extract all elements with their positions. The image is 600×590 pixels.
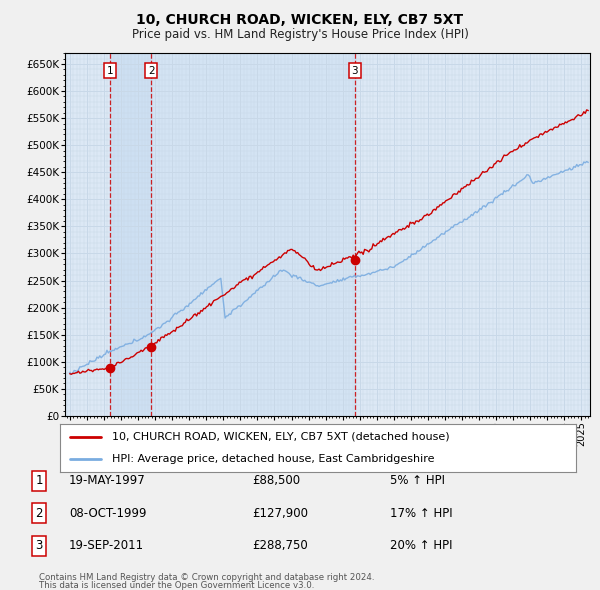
Text: 3: 3 — [352, 66, 358, 76]
Text: 10, CHURCH ROAD, WICKEN, ELY, CB7 5XT (detached house): 10, CHURCH ROAD, WICKEN, ELY, CB7 5XT (d… — [112, 432, 449, 442]
Text: HPI: Average price, detached house, East Cambridgeshire: HPI: Average price, detached house, East… — [112, 454, 434, 464]
Text: £88,500: £88,500 — [252, 474, 300, 487]
Text: 19-MAY-1997: 19-MAY-1997 — [69, 474, 146, 487]
Text: 2: 2 — [35, 507, 43, 520]
Text: 10, CHURCH ROAD, WICKEN, ELY, CB7 5XT: 10, CHURCH ROAD, WICKEN, ELY, CB7 5XT — [136, 13, 464, 27]
Text: Price paid vs. HM Land Registry's House Price Index (HPI): Price paid vs. HM Land Registry's House … — [131, 28, 469, 41]
Text: 5% ↑ HPI: 5% ↑ HPI — [390, 474, 445, 487]
Text: 08-OCT-1999: 08-OCT-1999 — [69, 507, 146, 520]
Bar — [110, 53, 151, 416]
Text: This data is licensed under the Open Government Licence v3.0.: This data is licensed under the Open Gov… — [39, 581, 314, 590]
Text: 3: 3 — [35, 539, 43, 552]
Text: 19-SEP-2011: 19-SEP-2011 — [69, 539, 144, 552]
Text: 1: 1 — [35, 474, 43, 487]
Text: £288,750: £288,750 — [252, 539, 308, 552]
Text: Contains HM Land Registry data © Crown copyright and database right 2024.: Contains HM Land Registry data © Crown c… — [39, 572, 374, 582]
Text: £127,900: £127,900 — [252, 507, 308, 520]
Text: 20% ↑ HPI: 20% ↑ HPI — [390, 539, 452, 552]
Text: 2: 2 — [148, 66, 155, 76]
Bar — [151, 53, 355, 416]
Text: 1: 1 — [107, 66, 113, 76]
Text: 17% ↑ HPI: 17% ↑ HPI — [390, 507, 452, 520]
